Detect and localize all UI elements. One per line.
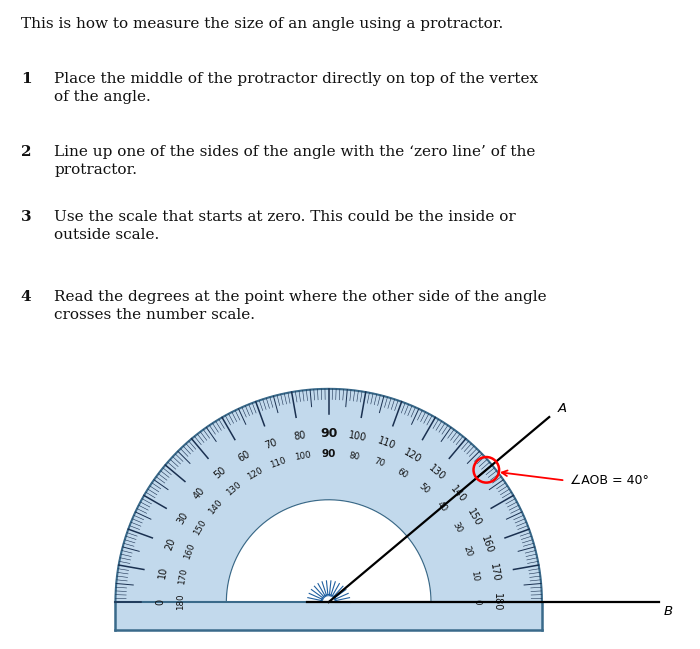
Text: Use the scale that starts at zero. This could be the inside or
outside scale.: Use the scale that starts at zero. This … bbox=[55, 210, 516, 243]
Text: 40: 40 bbox=[192, 486, 207, 502]
Text: 10: 10 bbox=[469, 570, 480, 583]
Polygon shape bbox=[226, 500, 431, 602]
Text: 130: 130 bbox=[427, 463, 447, 483]
Text: 180: 180 bbox=[176, 594, 185, 610]
Text: 140: 140 bbox=[206, 498, 224, 516]
Text: 140: 140 bbox=[448, 484, 468, 504]
Text: 120: 120 bbox=[402, 447, 423, 465]
Text: 10: 10 bbox=[157, 566, 169, 580]
Text: Line up one of the sides of the angle with the ‘zero line’ of the
protractor.: Line up one of the sides of the angle wi… bbox=[55, 145, 536, 177]
Text: Place the middle of the protractor directly on top of the vertex
of the angle.: Place the middle of the protractor direc… bbox=[55, 72, 538, 104]
Text: 100: 100 bbox=[294, 450, 312, 462]
Text: 40: 40 bbox=[435, 500, 449, 514]
Polygon shape bbox=[116, 389, 542, 602]
Text: 110: 110 bbox=[376, 436, 397, 452]
Text: 180: 180 bbox=[492, 593, 502, 611]
Polygon shape bbox=[116, 602, 542, 630]
Text: 70: 70 bbox=[263, 437, 279, 450]
Text: 100: 100 bbox=[348, 430, 368, 443]
Text: 60: 60 bbox=[395, 467, 409, 480]
Text: 110: 110 bbox=[269, 456, 287, 470]
Text: 0: 0 bbox=[473, 599, 482, 605]
Text: 150: 150 bbox=[193, 519, 209, 537]
Text: 50: 50 bbox=[416, 482, 431, 496]
Text: 60: 60 bbox=[237, 449, 252, 463]
Text: 3: 3 bbox=[21, 210, 32, 224]
Text: A: A bbox=[558, 402, 567, 415]
Text: 170: 170 bbox=[488, 563, 501, 583]
Text: 160: 160 bbox=[183, 542, 197, 561]
Text: 80: 80 bbox=[293, 430, 307, 442]
Text: 150: 150 bbox=[466, 508, 484, 528]
Text: 130: 130 bbox=[224, 480, 243, 497]
Text: 1: 1 bbox=[21, 72, 32, 86]
Text: 30: 30 bbox=[450, 521, 463, 535]
Text: 90: 90 bbox=[321, 449, 336, 459]
Text: 80: 80 bbox=[348, 451, 360, 461]
Text: 30: 30 bbox=[176, 510, 190, 526]
Text: 170: 170 bbox=[177, 567, 188, 585]
Text: 90: 90 bbox=[320, 427, 337, 440]
Text: Read the degrees at the point where the other side of the angle
crosses the numb: Read the degrees at the point where the … bbox=[55, 290, 547, 323]
Text: 70: 70 bbox=[372, 457, 386, 469]
Text: 160: 160 bbox=[479, 534, 495, 555]
Text: 50: 50 bbox=[212, 465, 228, 481]
Text: 4: 4 bbox=[21, 290, 32, 304]
Text: ∠AOB = 40°: ∠AOB = 40° bbox=[570, 474, 648, 487]
Text: 20: 20 bbox=[164, 537, 177, 552]
Text: 0: 0 bbox=[155, 599, 165, 605]
Text: 2: 2 bbox=[21, 145, 32, 158]
Text: 120: 120 bbox=[245, 466, 264, 482]
Text: B: B bbox=[664, 606, 673, 618]
Text: This is how to measure the size of an angle using a protractor.: This is how to measure the size of an an… bbox=[21, 18, 503, 31]
Text: 20: 20 bbox=[462, 545, 474, 558]
